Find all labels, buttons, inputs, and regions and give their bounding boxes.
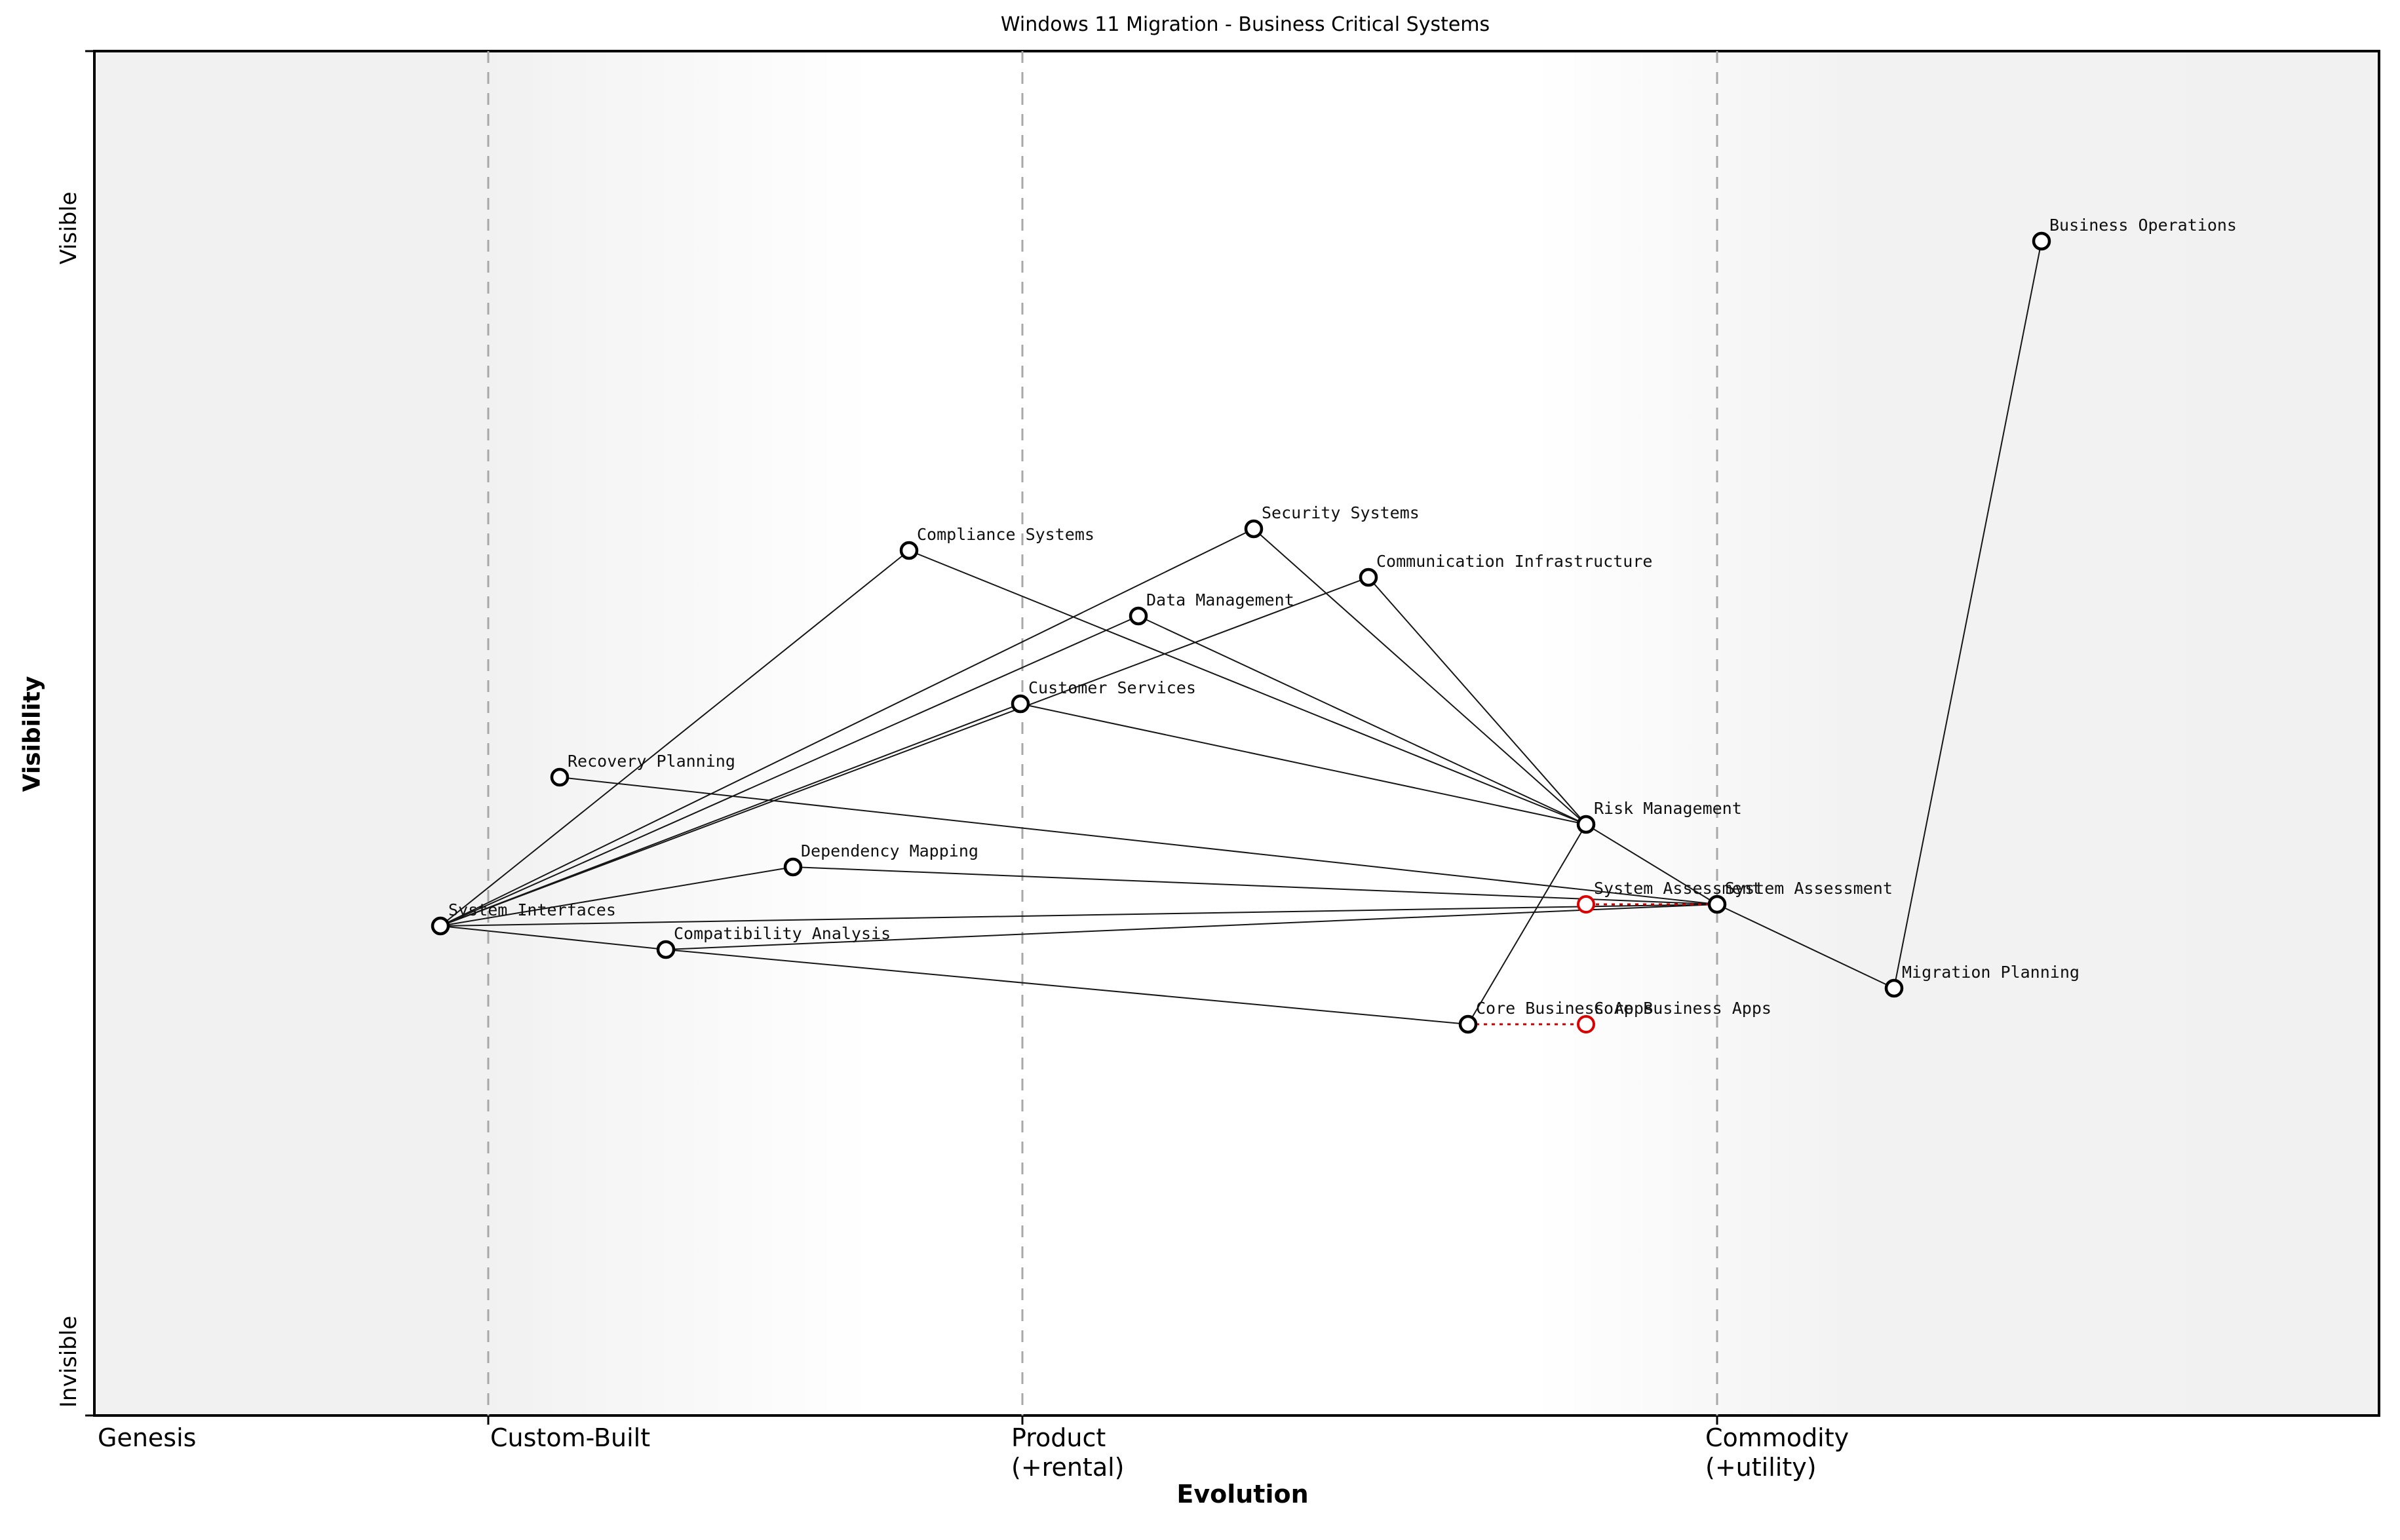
node-risk-management[interactable]	[1576, 815, 1596, 834]
evolve-movement-lines	[1468, 903, 1717, 1026]
plot-area	[93, 50, 2380, 1417]
component-labels: Business Operations Security Systems Commu…	[448, 216, 2237, 1018]
node-data-management[interactable]	[1129, 606, 1148, 626]
edge-system-interfaces--customer-services	[440, 703, 1021, 927]
edge-risk-management--core-business-apps	[1467, 824, 1587, 1025]
edge-system-interfaces--dependency-mapping	[440, 866, 794, 927]
edge-risk-management--system-assessment	[1585, 824, 1718, 905]
edge-compliance-systems--risk-management	[908, 550, 1587, 825]
node-label-business-operations: Business Operations	[2049, 216, 2237, 235]
node-label-recovery-planning: Recovery Planning	[568, 752, 735, 771]
node-system-interfaces[interactable]	[431, 916, 450, 936]
node-security-systems[interactable]	[1244, 519, 1264, 539]
edge-communication-infrastructure--risk-management	[1368, 577, 1587, 825]
y-label-visible: Visible	[56, 191, 82, 265]
node-recovery-planning[interactable]	[550, 767, 570, 787]
edge-system-interfaces--compliance-systems	[440, 550, 910, 927]
x-axis-title: Evolution	[1176, 1480, 1309, 1509]
node-compliance-systems[interactable]	[899, 541, 919, 560]
edge-compatibility-analysis--system-assessment	[665, 904, 1718, 950]
node-label-communication-infrastructure: Communication Infrastructure	[1376, 552, 1652, 571]
node-label-security-systems: Security Systems	[1262, 503, 1420, 522]
page-title: Windows 11 Migration - Business Critical…	[1000, 13, 1490, 36]
node-label-compliance-systems: Compliance Systems	[917, 525, 1094, 544]
node-system-assessment[interactable]	[1707, 895, 1727, 914]
stage-boundary-lines	[487, 51, 1718, 1415]
component-nodes	[431, 231, 2051, 1034]
node-label-compatibility-analysis: Compatibility Analysis	[674, 924, 891, 943]
y-label-invisible: Invisible	[56, 1315, 82, 1408]
node-business-operations[interactable]	[2032, 231, 2051, 251]
x-stage-genesis: Genesis	[98, 1423, 197, 1452]
edge-system-interfaces--data-management	[440, 615, 1139, 927]
node-label-data-management: Data Management	[1146, 590, 1294, 609]
node-core-business-apps[interactable]	[1458, 1014, 1478, 1034]
node-customer-services[interactable]	[1011, 694, 1030, 714]
edge-customer-services--risk-management	[1020, 703, 1587, 825]
x-stage-commodity: Commodity (+utility)	[1705, 1423, 1849, 1482]
node-label-dependency-mapping: Dependency Mapping	[801, 841, 978, 860]
node-label-core-business-apps-target: Core Business Apps	[1594, 999, 1771, 1018]
y-axis-title: Visibility	[18, 676, 46, 792]
edge-security-systems--risk-management	[1253, 528, 1587, 825]
edge-system-interfaces--security-systems	[440, 528, 1254, 927]
node-label-customer-services: Customer Services	[1028, 678, 1196, 697]
edge-data-management--risk-management	[1138, 615, 1587, 825]
edge-recovery-planning--system-assessment	[559, 777, 1718, 905]
edge-migration-planning--business-operations	[1893, 241, 2042, 989]
edge-dependency-mapping--system-assessment	[792, 866, 1718, 905]
node-label-system-interfaces: System Interfaces	[448, 900, 616, 919]
edge-system-interfaces--compatibility-analysis	[440, 925, 667, 950]
node-compatibility-analysis[interactable]	[656, 940, 676, 959]
dependency-edges	[440, 241, 2042, 1025]
edge-system-assessment--migration-planning	[1716, 904, 1895, 989]
node-label-risk-management: Risk Management	[1594, 799, 1742, 818]
edge-system-interfaces--communication-infrastructure	[440, 577, 1369, 927]
node-label-system-assessment: System Assessment	[1725, 879, 1893, 898]
node-label-system-assessment-target: System Assessment	[1594, 879, 1762, 898]
node-core-business-apps-target[interactable]	[1577, 1015, 1595, 1033]
edge-compatibility-analysis--core-business-apps	[665, 949, 1469, 1025]
edge-system-interfaces--system-assessment	[440, 904, 1718, 927]
x-stage-product: Product (+rental)	[1011, 1423, 1125, 1482]
x-stage-custom-built: Custom-Built	[490, 1423, 651, 1452]
node-label-migration-planning: Migration Planning	[1902, 963, 2080, 982]
axis-ticks	[85, 50, 1718, 1425]
node-system-assessment-target[interactable]	[1577, 895, 1595, 914]
node-communication-infrastructure[interactable]	[1359, 568, 1378, 587]
node-migration-planning[interactable]	[1884, 978, 1904, 998]
node-dependency-mapping[interactable]	[783, 857, 803, 877]
node-label-core-business-apps: Core Business Apps	[1476, 999, 1654, 1018]
